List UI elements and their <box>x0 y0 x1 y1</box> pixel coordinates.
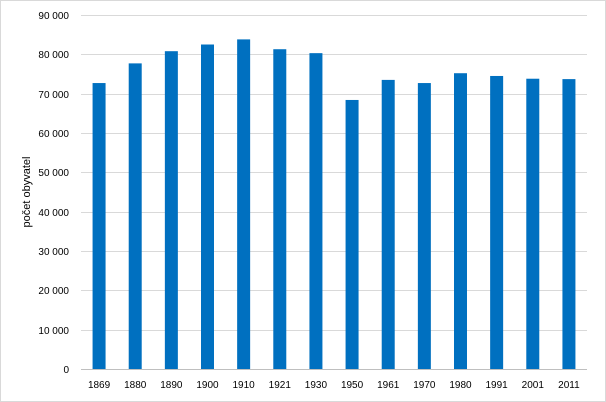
bar <box>164 51 178 369</box>
bar <box>454 73 467 370</box>
bar <box>345 99 359 370</box>
x-tick-labels: 1869 1880 1890 1900 1910 1921 1930 1950 1961 1970… <box>88 380 580 391</box>
x-tick-label: 2001 <box>522 380 545 391</box>
x-tick-label: 1880 <box>124 380 147 391</box>
y-tick-label: 20 000 <box>38 286 69 297</box>
bar <box>128 63 142 369</box>
y-tick-label: 90 000 <box>38 11 69 22</box>
y-tick-labels: 0 10 000 20 000 30 000 40 000 50 000 60 000 70 … <box>38 11 69 376</box>
bar <box>92 83 106 370</box>
bar <box>490 75 504 369</box>
x-tick-label: 1921 <box>269 380 292 391</box>
x-tick-label: 1869 <box>88 380 111 391</box>
bar <box>562 79 576 370</box>
bar <box>309 53 323 370</box>
gridlines <box>81 15 587 331</box>
x-tick-label: 2011 <box>558 380 580 391</box>
bar <box>237 39 251 369</box>
x-tick-label: 1890 <box>160 380 183 391</box>
x-tick-label: 1970 <box>413 380 436 391</box>
x-tick-label: 1910 <box>233 380 256 391</box>
y-tick-label: 10 000 <box>38 326 69 337</box>
y-tick-label: 60 000 <box>38 129 69 140</box>
y-tick-label: 80 000 <box>38 50 69 61</box>
y-axis-title: počet obyvatel <box>21 157 33 228</box>
x-tick-label: 1991 <box>486 380 509 391</box>
y-tick-label: 50 000 <box>38 168 69 179</box>
x-tick-label: 1980 <box>449 380 472 391</box>
bar <box>381 79 395 370</box>
bar <box>273 49 287 369</box>
y-tick-label: 40 000 <box>38 208 69 219</box>
x-tick-label: 1930 <box>305 380 328 391</box>
y-tick-label: 30 000 <box>38 247 69 258</box>
bars <box>92 39 576 370</box>
bar <box>201 44 214 369</box>
x-tick-label: 1950 <box>341 380 364 391</box>
y-tick-label: 70 000 <box>38 90 69 101</box>
x-tick-label: 1900 <box>196 380 219 391</box>
x-tick-label: 1961 <box>377 380 400 391</box>
y-tick-label: 0 <box>63 365 69 376</box>
bar <box>417 83 431 370</box>
bar <box>526 78 540 369</box>
